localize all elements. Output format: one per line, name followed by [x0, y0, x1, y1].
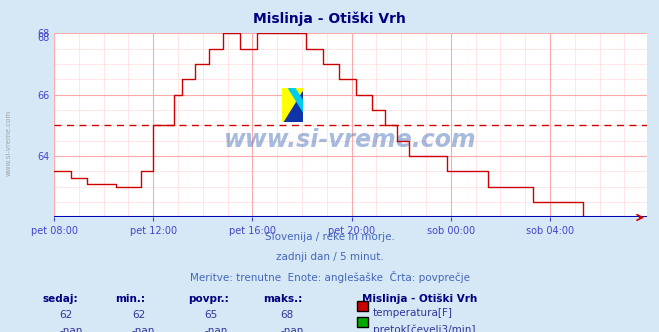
Polygon shape: [283, 89, 303, 122]
Text: Mislinja - Otiški Vrh: Mislinja - Otiški Vrh: [362, 294, 478, 304]
Text: Meritve: trenutne  Enote: anglešaške  Črta: povprečje: Meritve: trenutne Enote: anglešaške Črta…: [190, 271, 469, 283]
Text: povpr.:: povpr.:: [188, 294, 229, 304]
Text: maks.:: maks.:: [264, 294, 303, 304]
Text: www.si-vreme.com: www.si-vreme.com: [224, 128, 477, 152]
Text: www.si-vreme.com: www.si-vreme.com: [5, 110, 11, 176]
Text: 65: 65: [204, 310, 217, 320]
Text: 62: 62: [132, 310, 145, 320]
Text: -nan: -nan: [132, 326, 155, 332]
Text: min.:: min.:: [115, 294, 146, 304]
Text: 68: 68: [37, 33, 49, 43]
Text: temperatura[F]: temperatura[F]: [373, 308, 453, 318]
Text: pretok[čevelj3/min]: pretok[čevelj3/min]: [373, 324, 476, 332]
Text: zadnji dan / 5 minut.: zadnji dan / 5 minut.: [275, 252, 384, 262]
Text: -nan: -nan: [204, 326, 227, 332]
Text: -nan: -nan: [59, 326, 82, 332]
Text: 62: 62: [59, 310, 72, 320]
Text: Mislinja - Otiški Vrh: Mislinja - Otiški Vrh: [253, 12, 406, 26]
Text: Slovenija / reke in morje.: Slovenija / reke in morje.: [264, 232, 395, 242]
Text: -nan: -nan: [280, 326, 303, 332]
Text: 68: 68: [280, 310, 293, 320]
Polygon shape: [289, 89, 303, 112]
Polygon shape: [283, 89, 303, 122]
Text: sedaj:: sedaj:: [43, 294, 78, 304]
